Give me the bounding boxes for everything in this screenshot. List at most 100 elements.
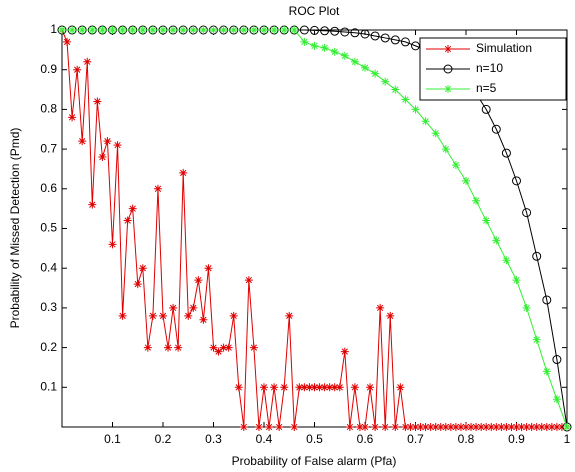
- data-point: [391, 85, 400, 94]
- data-point: [542, 423, 551, 431]
- data-point: [138, 264, 147, 273]
- data-point: [537, 423, 546, 431]
- data-point: [481, 104, 491, 114]
- data-point: [234, 383, 243, 392]
- data-point: [381, 77, 390, 86]
- data-point: [73, 65, 82, 74]
- data-point: [431, 423, 440, 431]
- data-point: [63, 37, 72, 46]
- data-point: [400, 37, 410, 47]
- data-point: [376, 303, 385, 312]
- legend-marker: [444, 85, 452, 93]
- data-point: [78, 137, 87, 146]
- data-point: [123, 216, 132, 225]
- data-point: [138, 26, 147, 34]
- y-axis-label: Probability of Missed Detection (Pmd): [8, 128, 22, 329]
- data-point: [199, 26, 208, 34]
- data-point: [270, 383, 279, 392]
- data-point: [361, 423, 369, 431]
- data-point: [491, 124, 501, 134]
- data-point: [456, 423, 465, 431]
- data-point: [148, 26, 157, 34]
- data-point: [78, 26, 87, 34]
- data-point: [441, 423, 450, 431]
- data-point: [462, 176, 470, 185]
- data-point: [209, 343, 218, 352]
- data-point: [164, 343, 173, 352]
- data-point: [416, 423, 425, 431]
- y-tick-label: 0.2: [40, 340, 57, 354]
- data-point: [472, 423, 481, 431]
- y-tick-label: 1: [50, 22, 57, 36]
- data-point: [209, 26, 218, 34]
- data-point: [431, 129, 440, 138]
- data-point: [68, 113, 77, 122]
- data-point: [492, 236, 501, 245]
- data-point: [512, 423, 521, 431]
- data-point: [103, 137, 112, 146]
- data-point: [532, 335, 541, 344]
- x-tick-label: 0.4: [256, 432, 273, 446]
- data-point: [330, 383, 339, 392]
- data-point: [204, 264, 213, 273]
- data-point: [320, 26, 330, 36]
- data-point: [502, 423, 511, 431]
- data-point: [88, 26, 97, 34]
- data-point: [492, 423, 501, 431]
- y-tick-label: 0.6: [40, 181, 57, 195]
- data-point: [386, 311, 395, 320]
- data-point: [497, 423, 506, 431]
- data-point: [421, 423, 430, 431]
- data-point: [118, 26, 127, 34]
- data-point: [219, 26, 228, 34]
- data-point: [552, 355, 562, 365]
- data-point: [401, 95, 410, 104]
- data-point: [249, 343, 258, 352]
- data-point: [98, 153, 107, 162]
- data-point: [229, 26, 238, 34]
- data-point: [547, 423, 556, 431]
- data-point: [532, 423, 541, 431]
- data-point: [517, 423, 526, 431]
- data-point: [108, 26, 117, 34]
- data-point: [542, 367, 551, 376]
- data-point: [88, 200, 97, 209]
- data-point: [552, 423, 561, 431]
- x-tick-label: 0.5: [306, 432, 323, 446]
- data-point: [315, 383, 324, 392]
- data-point: [159, 311, 167, 320]
- data-point: [133, 280, 142, 289]
- data-point: [487, 423, 496, 431]
- data-point: [270, 26, 279, 34]
- x-tick-label: 0.3: [205, 432, 222, 446]
- data-point: [229, 311, 238, 320]
- data-point: [340, 51, 349, 60]
- data-point: [224, 343, 233, 352]
- data-point: [345, 423, 354, 431]
- data-point: [527, 423, 536, 431]
- data-point: [411, 105, 420, 114]
- data-point: [371, 69, 380, 78]
- data-point: [219, 343, 228, 352]
- x-tick-label: 0.7: [407, 432, 424, 446]
- data-point: [320, 383, 329, 392]
- data-point: [355, 423, 364, 431]
- data-point: [446, 423, 455, 431]
- data-point: [557, 423, 566, 431]
- data-point: [68, 26, 77, 34]
- data-point: [239, 423, 248, 431]
- data-point: [299, 25, 309, 35]
- legend-marker: [444, 45, 452, 53]
- data-point: [330, 26, 340, 36]
- data-point: [159, 26, 167, 34]
- data-point: [98, 26, 107, 34]
- x-tick-label: 0.8: [458, 432, 475, 446]
- data-point: [320, 43, 329, 52]
- data-point: [310, 25, 319, 35]
- y-tick-label: 0.3: [40, 300, 57, 314]
- data-point: [254, 423, 263, 431]
- data-point: [260, 26, 268, 34]
- data-point: [174, 343, 183, 352]
- data-point: [472, 196, 481, 205]
- x-axis-label: Probability of False alarm (Pfa): [232, 454, 397, 468]
